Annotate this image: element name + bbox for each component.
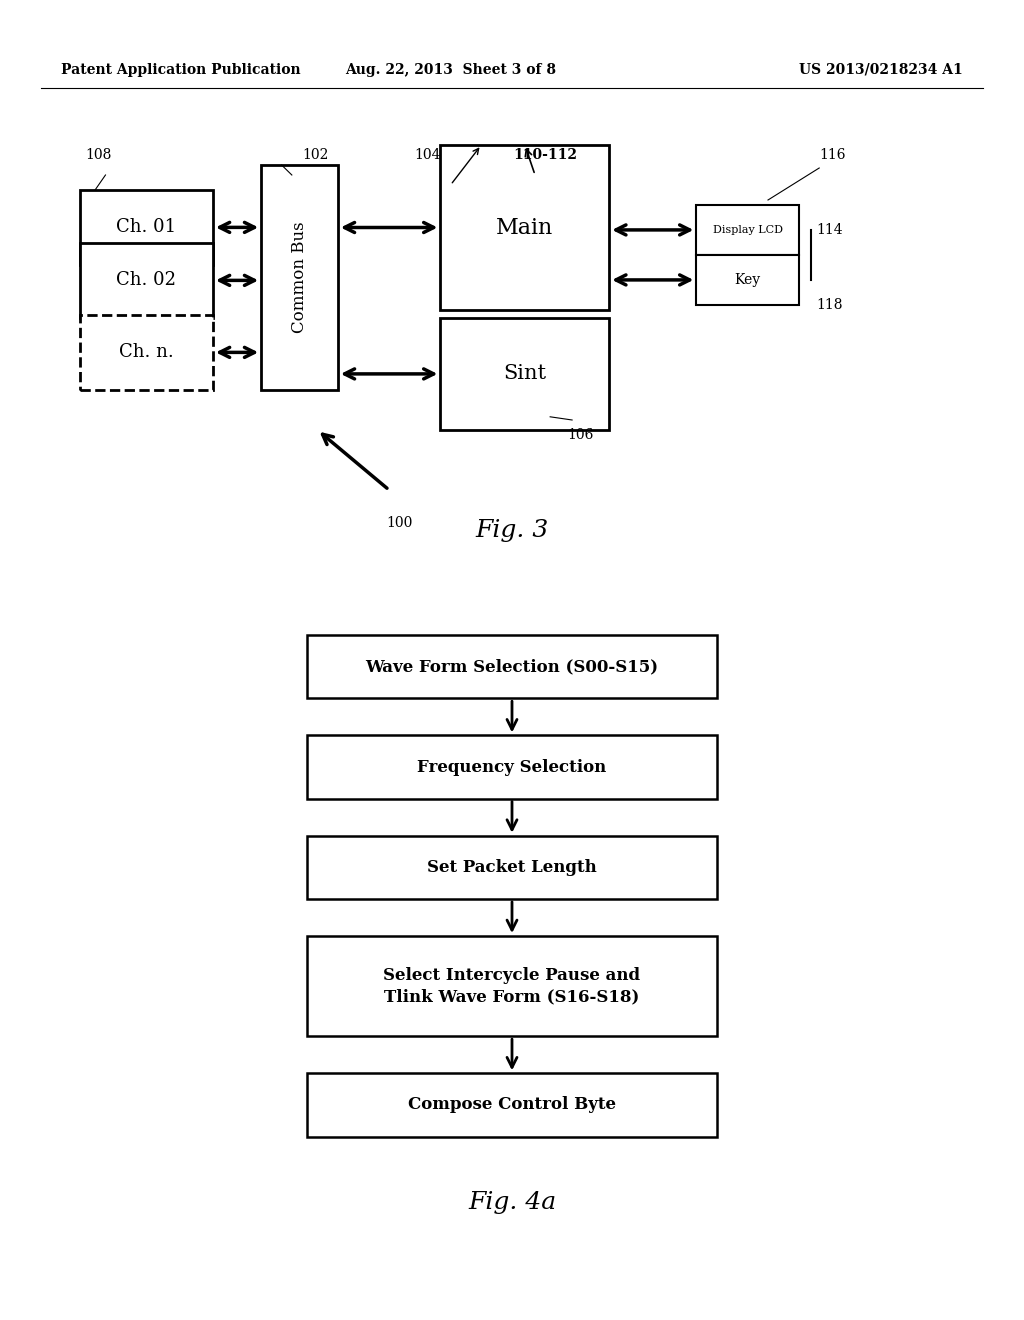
FancyBboxPatch shape	[80, 190, 213, 265]
Text: Key: Key	[734, 273, 761, 286]
Text: 106: 106	[567, 428, 594, 442]
Text: Ch. 02: Ch. 02	[117, 272, 176, 289]
Text: Ch. 01: Ch. 01	[117, 218, 176, 236]
Text: Display LCD: Display LCD	[713, 224, 782, 235]
Text: Fig. 4a: Fig. 4a	[468, 1191, 556, 1214]
FancyBboxPatch shape	[307, 836, 717, 899]
Text: 104: 104	[415, 148, 441, 162]
FancyBboxPatch shape	[696, 255, 799, 305]
FancyBboxPatch shape	[696, 205, 799, 255]
Text: Main: Main	[497, 216, 553, 239]
Text: 118: 118	[816, 298, 843, 312]
FancyBboxPatch shape	[440, 318, 609, 430]
Text: 114: 114	[816, 223, 843, 238]
Text: Wave Form Selection (S00-S15): Wave Form Selection (S00-S15)	[366, 659, 658, 675]
FancyBboxPatch shape	[307, 735, 717, 799]
Text: US 2013/0218234 A1: US 2013/0218234 A1	[799, 63, 963, 77]
Text: Select Intercycle Pause and
Tlink Wave Form (S16-S18): Select Intercycle Pause and Tlink Wave F…	[383, 966, 641, 1006]
Text: 116: 116	[819, 148, 846, 162]
FancyBboxPatch shape	[307, 635, 717, 698]
Text: 102: 102	[302, 148, 329, 162]
FancyBboxPatch shape	[80, 314, 213, 389]
Text: Sint: Sint	[503, 364, 547, 383]
Text: Common Bus: Common Bus	[291, 222, 308, 334]
FancyBboxPatch shape	[80, 243, 213, 318]
FancyBboxPatch shape	[307, 936, 717, 1036]
FancyBboxPatch shape	[307, 1073, 717, 1137]
Text: Patent Application Publication: Patent Application Publication	[61, 63, 301, 77]
Text: Compose Control Byte: Compose Control Byte	[408, 1097, 616, 1114]
Text: 100: 100	[386, 516, 413, 531]
Text: Aug. 22, 2013  Sheet 3 of 8: Aug. 22, 2013 Sheet 3 of 8	[345, 63, 556, 77]
Text: Frequency Selection: Frequency Selection	[418, 759, 606, 776]
Text: 110-112: 110-112	[513, 148, 578, 162]
FancyBboxPatch shape	[261, 165, 338, 389]
Text: Set Packet Length: Set Packet Length	[427, 859, 597, 876]
Text: Fig. 3: Fig. 3	[475, 519, 549, 541]
Text: 108: 108	[85, 148, 112, 162]
Text: Ch. n.: Ch. n.	[119, 343, 174, 362]
FancyBboxPatch shape	[440, 145, 609, 310]
